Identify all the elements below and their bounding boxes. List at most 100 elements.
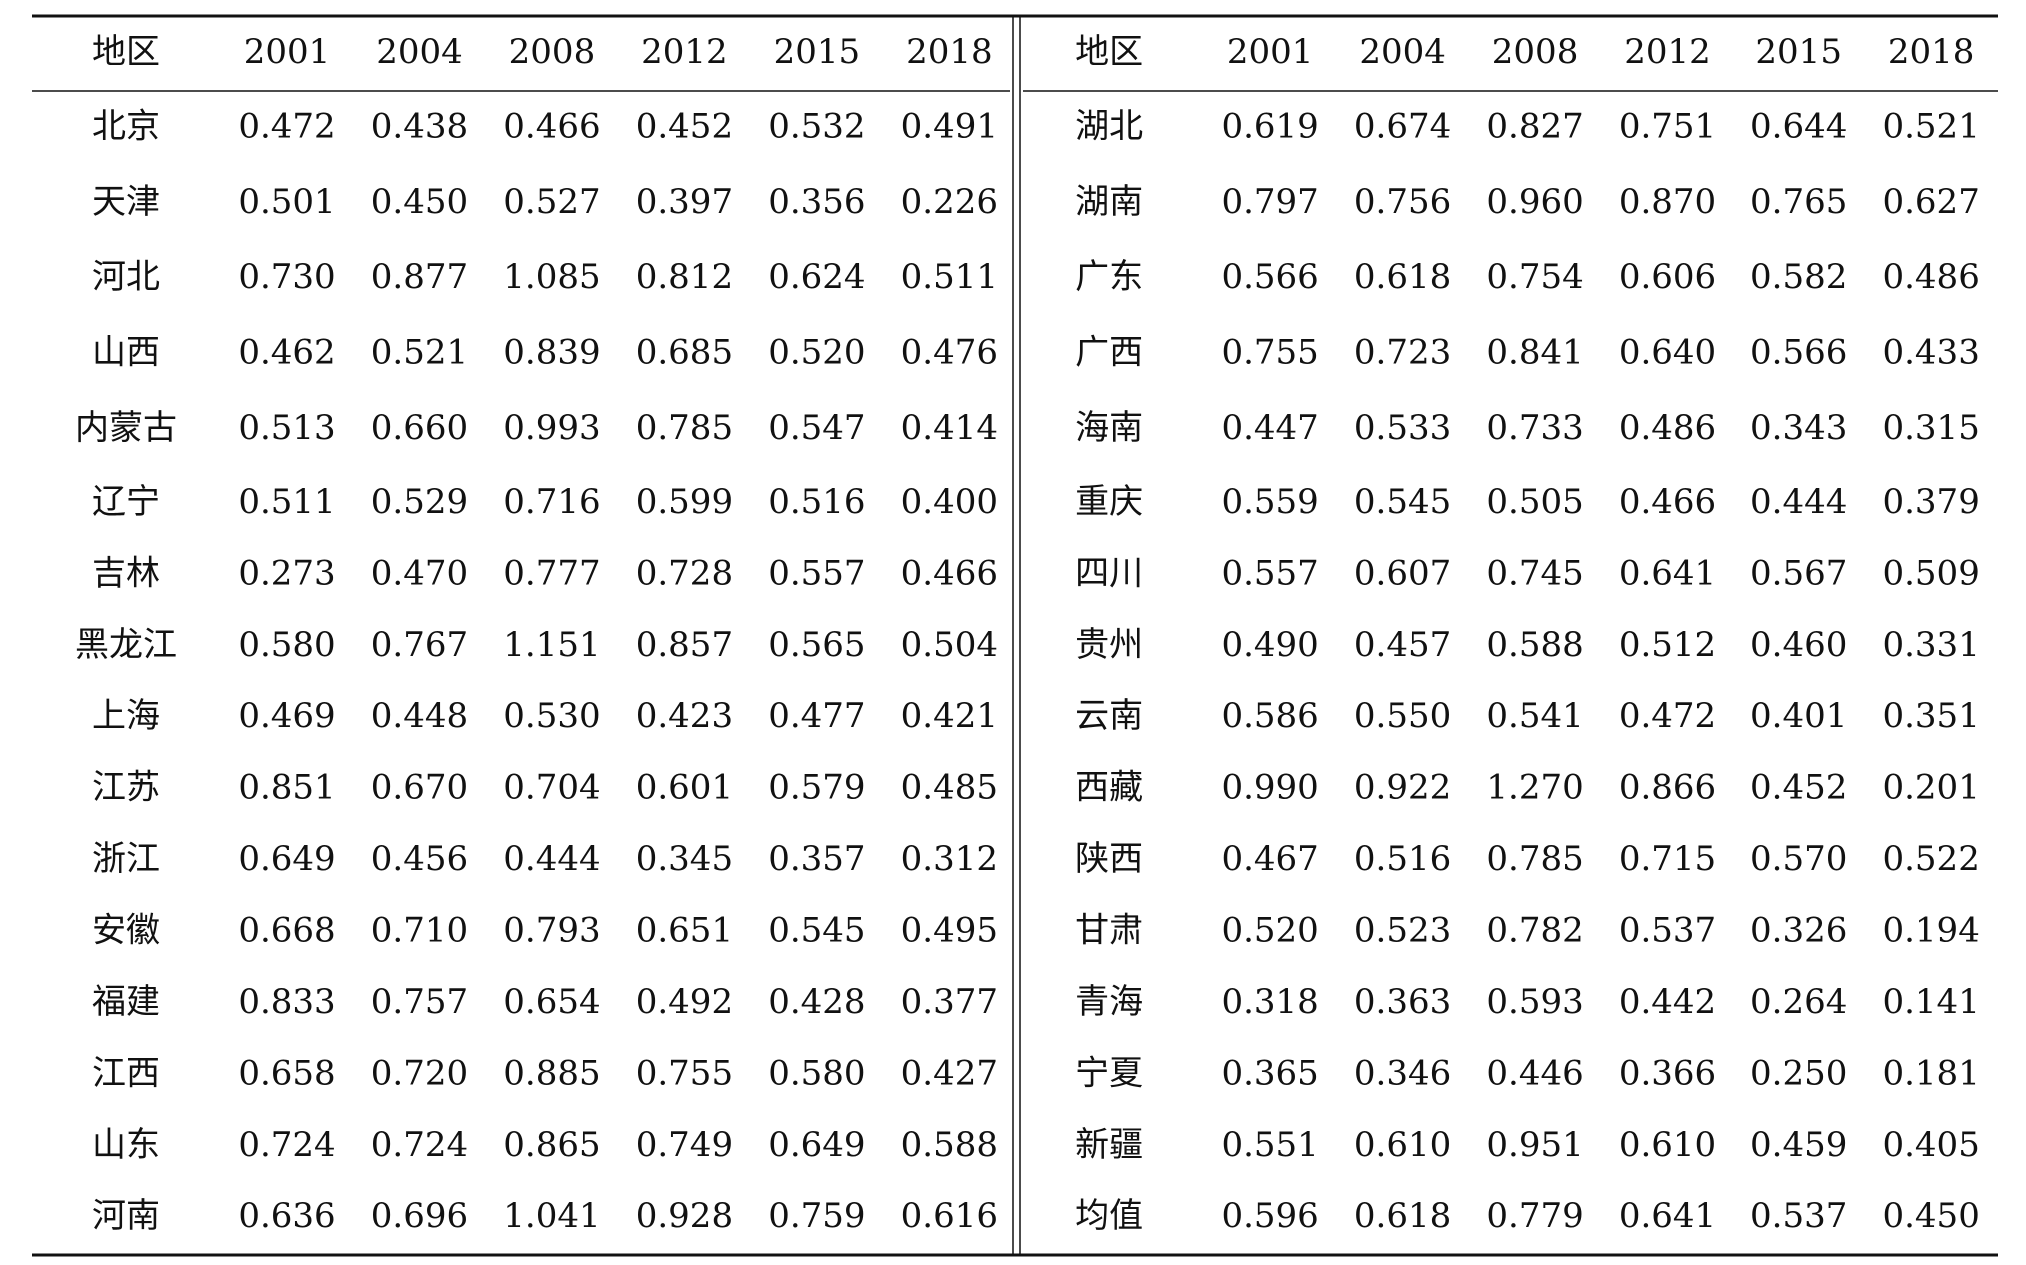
value-cell: 0.851: [238, 768, 335, 808]
value-cell: 0.857: [636, 625, 733, 665]
value-cell: 0.427: [901, 1053, 998, 1093]
region-cell: 贵州: [1075, 625, 1143, 665]
value-cell: 0.357: [768, 839, 865, 879]
value-cell: 0.343: [1750, 408, 1847, 448]
region-cell: 浙江: [92, 839, 160, 879]
value-cell: 0.922: [1354, 768, 1451, 808]
value-cell: 0.640: [1619, 333, 1716, 373]
value-cell: 1.270: [1486, 768, 1583, 808]
region-cell: 江西: [92, 1053, 160, 1093]
value-cell: 0.521: [1882, 107, 1979, 147]
value-cell: 0.733: [1486, 408, 1583, 448]
value-cell: 0.492: [636, 982, 733, 1022]
value-cell: 0.438: [371, 107, 468, 147]
header-cell: 2012: [1624, 32, 1711, 72]
value-cell: 0.619: [1221, 107, 1318, 147]
value-cell: 0.715: [1619, 839, 1716, 879]
region-cell: 山东: [92, 1125, 160, 1165]
value-cell: 0.782: [1486, 910, 1583, 950]
value-cell: 0.470: [371, 553, 468, 593]
region-cell: 江苏: [92, 768, 160, 808]
value-cell: 0.459: [1750, 1125, 1847, 1165]
value-cell: 0.466: [503, 107, 600, 147]
value-cell: 0.841: [1486, 333, 1583, 373]
region-cell: 均值: [1075, 1196, 1143, 1236]
value-cell: 0.201: [1882, 768, 1979, 808]
value-cell: 0.627: [1882, 182, 1979, 222]
value-cell: 0.511: [238, 482, 335, 522]
value-cell: 0.421: [901, 696, 998, 736]
value-cell: 0.509: [1882, 553, 1979, 593]
value-cell: 0.485: [901, 768, 998, 808]
value-cell: 0.749: [636, 1125, 733, 1165]
region-cell: 内蒙古: [75, 408, 177, 448]
value-cell: 0.315: [1882, 408, 1979, 448]
value-cell: 0.580: [238, 625, 335, 665]
value-cell: 0.654: [503, 982, 600, 1022]
value-cell: 0.610: [1354, 1125, 1451, 1165]
value-cell: 0.401: [1750, 696, 1847, 736]
region-cell: 河南: [92, 1196, 160, 1236]
value-cell: 0.537: [1750, 1196, 1847, 1236]
value-cell: 0.728: [636, 553, 733, 593]
value-cell: 0.466: [901, 553, 998, 593]
value-cell: 0.477: [768, 696, 865, 736]
value-cell: 0.777: [503, 553, 600, 593]
region-cell: 河北: [92, 257, 160, 297]
header-cell: 2004: [1359, 32, 1446, 72]
value-cell: 0.516: [1354, 839, 1451, 879]
value-cell: 0.331: [1882, 625, 1979, 665]
value-cell: 0.530: [503, 696, 600, 736]
region-cell: 四川: [1075, 553, 1143, 593]
region-cell: 甘肃: [1075, 910, 1143, 950]
value-cell: 0.567: [1750, 553, 1847, 593]
value-cell: 0.785: [1486, 839, 1583, 879]
value-cell: 0.447: [1221, 408, 1318, 448]
value-cell: 0.757: [371, 982, 468, 1022]
value-cell: 0.516: [768, 482, 865, 522]
region-cell: 湖北: [1075, 107, 1143, 147]
value-cell: 0.865: [503, 1125, 600, 1165]
value-cell: 0.505: [1486, 482, 1583, 522]
value-cell: 0.346: [1354, 1053, 1451, 1093]
value-cell: 0.607: [1354, 553, 1451, 593]
value-cell: 0.616: [901, 1196, 998, 1236]
region-cell: 天津: [92, 182, 160, 222]
value-cell: 0.755: [636, 1053, 733, 1093]
value-cell: 0.511: [901, 257, 998, 297]
value-cell: 0.649: [768, 1125, 865, 1165]
region-cell: 西藏: [1075, 768, 1143, 808]
header-cell: 2015: [774, 32, 861, 72]
value-cell: 0.414: [901, 408, 998, 448]
value-cell: 1.085: [503, 257, 600, 297]
value-cell: 0.833: [238, 982, 335, 1022]
value-cell: 0.377: [901, 982, 998, 1022]
value-cell: 0.827: [1486, 107, 1583, 147]
value-cell: 0.696: [371, 1196, 468, 1236]
value-cell: 0.450: [371, 182, 468, 222]
value-cell: 0.351: [1882, 696, 1979, 736]
header-cell: 2001: [244, 32, 331, 72]
value-cell: 0.755: [1221, 333, 1318, 373]
region-cell: 黑龙江: [75, 625, 177, 665]
value-cell: 0.462: [238, 333, 335, 373]
value-cell: 0.537: [1619, 910, 1716, 950]
value-cell: 0.545: [1354, 482, 1451, 522]
value-cell: 0.960: [1486, 182, 1583, 222]
value-cell: 0.423: [636, 696, 733, 736]
value-cell: 0.559: [1221, 482, 1318, 522]
value-cell: 0.512: [1619, 625, 1716, 665]
value-cell: 0.570: [1750, 839, 1847, 879]
value-cell: 0.442: [1619, 982, 1716, 1022]
value-cell: 0.444: [1750, 482, 1847, 522]
header-cell: 2008: [1492, 32, 1579, 72]
value-cell: 0.428: [768, 982, 865, 1022]
value-cell: 0.579: [768, 768, 865, 808]
value-cell: 0.730: [238, 257, 335, 297]
value-cell: 0.551: [1221, 1125, 1318, 1165]
value-cell: 0.363: [1354, 982, 1451, 1022]
value-cell: 0.660: [371, 408, 468, 448]
region-cell: 辽宁: [92, 482, 160, 522]
value-cell: 1.151: [503, 625, 600, 665]
